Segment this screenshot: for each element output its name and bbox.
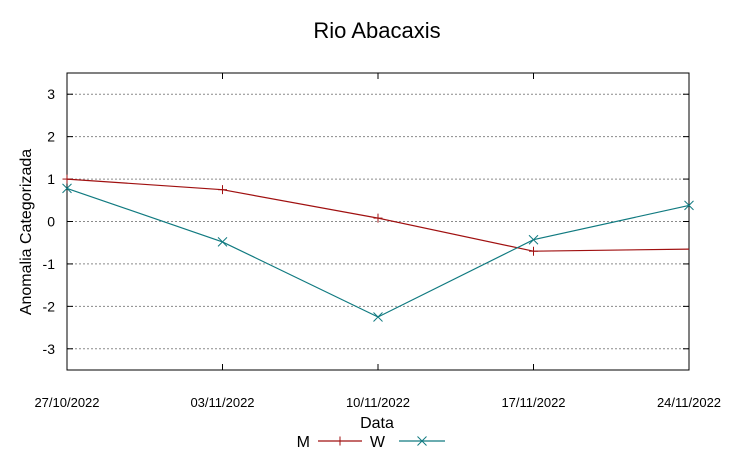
x-tick-label: 10/11/2022 — [346, 395, 410, 410]
x-tick-label: 17/11/2022 — [501, 395, 565, 410]
y-tick-label: 1 — [47, 171, 55, 187]
y-tick-label: -2 — [43, 298, 56, 314]
y-tick-label: -3 — [43, 341, 56, 357]
legend-label-M: M — [297, 434, 310, 451]
data-point-W — [62, 183, 72, 194]
y-tick-label: 0 — [47, 214, 55, 230]
data-point-W — [373, 312, 383, 322]
chart-title: Rio Abacaxis — [313, 18, 440, 43]
x-tick-label: 03/11/2022 — [190, 395, 254, 410]
data-point-M — [62, 174, 72, 184]
x-axis-label: Data — [360, 415, 394, 432]
data-point-M — [529, 246, 538, 256]
x-tick-label: 24/11/2022 — [657, 395, 721, 410]
data-point-W — [217, 237, 228, 247]
y-axis-label: Anomalia Categorizada — [18, 149, 35, 315]
legend-marker-W — [417, 436, 427, 446]
x-axis-ticks: 27/10/2022 03/11/2022 10/11/2022 17/11/2022… — [34, 73, 721, 410]
y-tick-label: -1 — [43, 256, 56, 272]
data-point-W — [684, 200, 694, 211]
x-tick-label: 27/10/2022 — [34, 395, 99, 410]
data-point-W — [528, 234, 539, 245]
y-tick-label: 2 — [47, 129, 55, 145]
data-point-M — [218, 185, 227, 195]
plot-area-frame — [66, 72, 690, 371]
legend-label-W: W — [370, 434, 386, 451]
data-point-M — [373, 213, 383, 223]
series-layer — [62, 174, 694, 322]
series-line-W — [66, 187, 690, 318]
y-tick-label: 3 — [47, 86, 55, 102]
legend-marker-M — [335, 436, 345, 446]
